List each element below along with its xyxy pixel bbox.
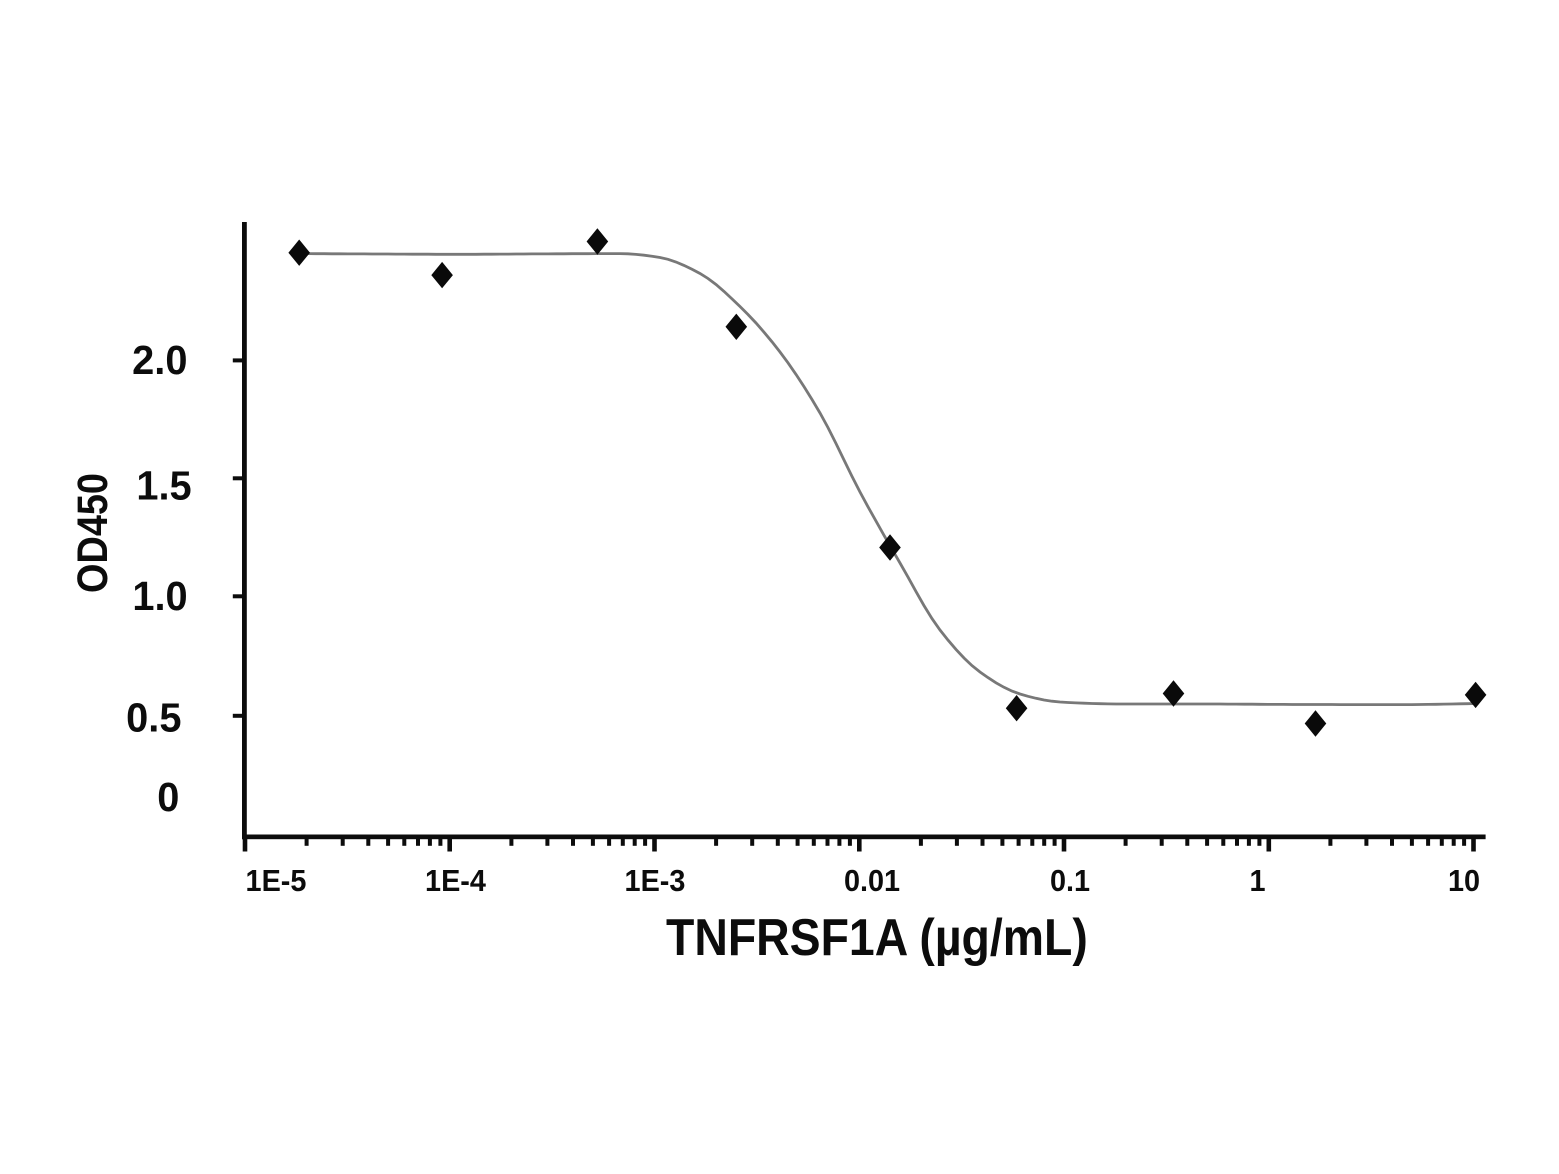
svg-text:1: 1: [1249, 864, 1265, 898]
svg-text:2.0: 2.0: [132, 336, 187, 383]
svg-text:0.5: 0.5: [126, 694, 181, 741]
svg-text:0: 0: [157, 773, 179, 820]
svg-text:1E-5: 1E-5: [246, 864, 307, 898]
svg-text:1.0: 1.0: [132, 572, 187, 619]
svg-text:OD450: OD450: [68, 473, 117, 593]
svg-text:1.5: 1.5: [136, 462, 191, 509]
svg-text:TNFRSF1A (µg/mL): TNFRSF1A (µg/mL): [666, 909, 1088, 967]
svg-text:1E-3: 1E-3: [625, 864, 686, 898]
svg-text:0.1: 0.1: [1050, 864, 1090, 898]
svg-text:0.01: 0.01: [844, 864, 900, 898]
svg-text:10: 10: [1448, 864, 1480, 898]
svg-text:1E-4: 1E-4: [425, 864, 486, 898]
